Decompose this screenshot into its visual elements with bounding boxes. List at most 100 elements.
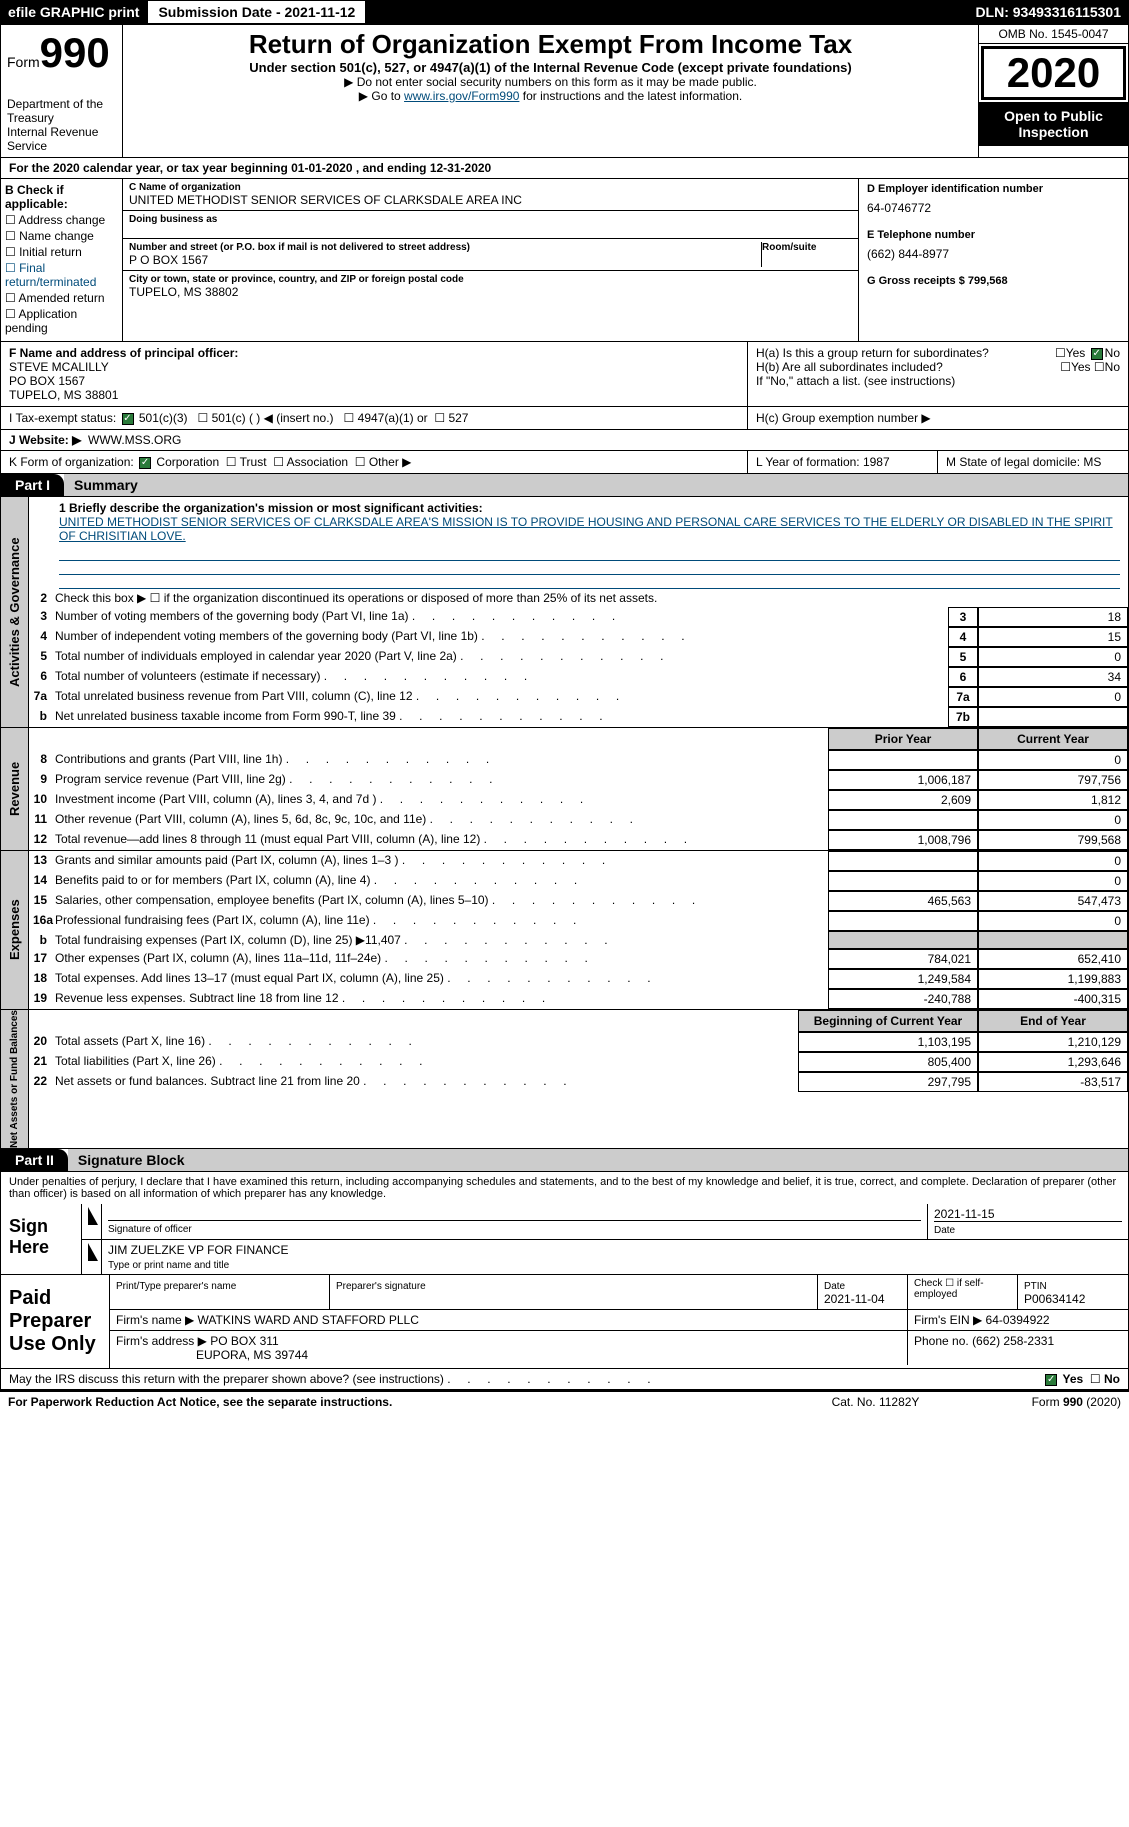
tax-status-row: I Tax-exempt status: 501(c)(3) ☐ 501(c) … <box>0 407 1129 430</box>
corp-check-icon <box>139 457 151 469</box>
hdr-prior-year: Prior Year <box>828 728 978 750</box>
col-B: B Check if applicable: ☐ Address change … <box>1 179 123 341</box>
line-17: 17Other expenses (Part IX, column (A), l… <box>29 949 1128 969</box>
group-exemption: H(c) Group exemption number ▶ <box>748 407 1128 429</box>
form-title: Return of Organization Exempt From Incom… <box>127 29 974 60</box>
org-name-box: C Name of organization UNITED METHODIST … <box>123 179 858 211</box>
vtab-revenue: Revenue <box>1 728 29 850</box>
ck-final-return[interactable]: ☐ Final return/terminated <box>5 261 118 289</box>
cat-no: Cat. No. 11282Y <box>832 1395 1032 1409</box>
line-3: 3Number of voting members of the governi… <box>29 607 1128 627</box>
line-5: 5Total number of individuals employed in… <box>29 647 1128 667</box>
yes-check-icon <box>1045 1374 1057 1386</box>
signature-block: Under penalties of perjury, I declare th… <box>0 1172 1129 1275</box>
ein-label: D Employer identification number <box>867 183 1120 195</box>
line-13: 13Grants and similar amounts paid (Part … <box>29 851 1128 871</box>
line-2: 2Check this box ▶ ☐ if the organization … <box>29 589 1128 607</box>
ck-name-change[interactable]: ☐ Name change <box>5 229 118 243</box>
title-cell: Return of Organization Exempt From Incom… <box>123 25 978 157</box>
vtab-net-assets: Net Assets or Fund Balances <box>1 1010 29 1148</box>
B-head: B Check if applicable: <box>5 183 118 211</box>
principal-officer: F Name and address of principal officer:… <box>1 342 748 406</box>
col-D: D Employer identification number 64-0746… <box>858 179 1128 341</box>
sign-here-label: Sign Here <box>1 1204 81 1274</box>
ck-initial-return[interactable]: ☐ Initial return <box>5 245 118 259</box>
dept-label: Department of the Treasury Internal Reve… <box>7 97 116 153</box>
website-row: J Website: ▶ WWW.MSS.ORG <box>0 430 1129 451</box>
arrow-icon <box>88 1243 98 1261</box>
year-formation: L Year of formation: 1987 <box>748 451 938 473</box>
governance-section: Activities & Governance 1 Briefly descri… <box>0 497 1129 728</box>
gross-receipts: G Gross receipts $ 799,568 <box>867 275 1120 287</box>
form-org-row: K Form of organization: Corporation ☐ Tr… <box>0 451 1129 474</box>
city-box: City or town, state or province, country… <box>123 271 858 302</box>
line-15: 15Salaries, other compensation, employee… <box>29 891 1128 911</box>
paid-preparer-block: Paid Preparer Use Only Print/Type prepar… <box>0 1275 1129 1369</box>
hdr-end-year: End of Year <box>978 1010 1128 1032</box>
phone-label: E Telephone number <box>867 229 1120 241</box>
arrow-icon <box>88 1207 98 1225</box>
line-19: 19Revenue less expenses. Subtract line 1… <box>29 989 1128 1009</box>
header-bar: efile GRAPHIC print Submission Date - 20… <box>0 0 1129 24</box>
tax-year: 2020 <box>981 46 1126 100</box>
line-21: 21Total liabilities (Part X, line 26)805… <box>29 1052 1128 1072</box>
ck-address-change[interactable]: ☐ Address change <box>5 213 118 227</box>
501c3-check-icon <box>122 413 134 425</box>
revenue-section: Revenue Prior YearCurrent Year 8Contribu… <box>0 728 1129 851</box>
paperwork-notice: For Paperwork Reduction Act Notice, see … <box>8 1395 832 1409</box>
line-b: bTotal fundraising expenses (Part IX, co… <box>29 931 1128 949</box>
form-label-box: Form990 Department of the Treasury Inter… <box>1 25 123 157</box>
line-6: 6Total number of volunteers (estimate if… <box>29 667 1128 687</box>
net-assets-section: Net Assets or Fund Balances Beginning of… <box>0 1010 1129 1149</box>
state-domicile: M State of legal domicile: MS <box>938 451 1128 473</box>
line-10: 10Investment income (Part VIII, column (… <box>29 790 1128 810</box>
vtab-expenses: Expenses <box>1 851 29 1009</box>
form990-link[interactable]: www.irs.gov/Form990 <box>404 89 519 103</box>
part2-header: Part II Signature Block <box>0 1149 1129 1172</box>
open-inspection: Open to Public Inspection <box>979 102 1128 146</box>
efile-label[interactable]: efile GRAPHIC print <box>0 0 147 24</box>
line-20: 20Total assets (Part X, line 16)1,103,19… <box>29 1032 1128 1052</box>
form-subtitle: Under section 501(c), 527, or 4947(a)(1)… <box>127 60 974 75</box>
tax-exempt-status: I Tax-exempt status: 501(c)(3) ☐ 501(c) … <box>1 407 748 429</box>
line-12: 12Total revenue—add lines 8 through 11 (… <box>29 830 1128 850</box>
line-18: 18Total expenses. Add lines 13–17 (must … <box>29 969 1128 989</box>
omb-year-box: OMB No. 1545-0047 2020 Open to Public In… <box>978 25 1128 157</box>
line-7a: 7aTotal unrelated business revenue from … <box>29 687 1128 707</box>
form-word: Form <box>7 54 40 70</box>
dln: DLN: 93493316115301 <box>967 0 1129 24</box>
line-b: bNet unrelated business taxable income f… <box>29 707 1128 727</box>
form-ref: Form 990 (2020) <box>1032 1395 1121 1409</box>
part1-header: Part I Summary <box>0 474 1129 497</box>
line-8: 8Contributions and grants (Part VIII, li… <box>29 750 1128 770</box>
col-C: C Name of organization UNITED METHODIST … <box>123 179 858 341</box>
form-of-org: K Form of organization: Corporation ☐ Tr… <box>1 451 748 473</box>
line-4: 4Number of independent voting members of… <box>29 627 1128 647</box>
line-22: 22Net assets or fund balances. Subtract … <box>29 1072 1128 1092</box>
line-14: 14Benefits paid to or for members (Part … <box>29 871 1128 891</box>
submission-date: Submission Date - 2021-11-12 <box>147 0 366 24</box>
vtab-governance: Activities & Governance <box>1 497 29 727</box>
phone: (662) 844-8977 <box>867 247 1120 261</box>
paid-preparer-label: Paid Preparer Use Only <box>1 1275 109 1368</box>
officer-group-row: F Name and address of principal officer:… <box>0 342 1129 407</box>
page-footer: For Paperwork Reduction Act Notice, see … <box>0 1390 1129 1412</box>
ck-amended[interactable]: ☐ Amended return <box>5 291 118 305</box>
line-11: 11Other revenue (Part VIII, column (A), … <box>29 810 1128 830</box>
address-box: Number and street (or P.O. box if mail i… <box>123 239 858 271</box>
identity-row: B Check if applicable: ☐ Address change … <box>0 179 1129 342</box>
line-9: 9Program service revenue (Part VIII, lin… <box>29 770 1128 790</box>
ein: 64-0746772 <box>867 201 1120 215</box>
no-check-icon <box>1091 348 1103 360</box>
mission-block: 1 Briefly describe the organization's mi… <box>29 497 1128 547</box>
expenses-section: Expenses 13Grants and similar amounts pa… <box>0 851 1129 1010</box>
discuss-row: May the IRS discuss this return with the… <box>0 1369 1129 1390</box>
form-header-row: Form990 Department of the Treasury Inter… <box>0 24 1129 158</box>
perjury-declaration: Under penalties of perjury, I declare th… <box>1 1172 1128 1204</box>
omb-number: OMB No. 1545-0047 <box>979 25 1128 44</box>
ck-app-pending[interactable]: ☐ Application pending <box>5 307 118 335</box>
hdr-current-year: Current Year <box>978 728 1128 750</box>
dba-box: Doing business as <box>123 211 858 239</box>
note1: ▶ Do not enter social security numbers o… <box>127 75 974 89</box>
group-return: H(a) Is this a group return for subordin… <box>748 342 1128 406</box>
